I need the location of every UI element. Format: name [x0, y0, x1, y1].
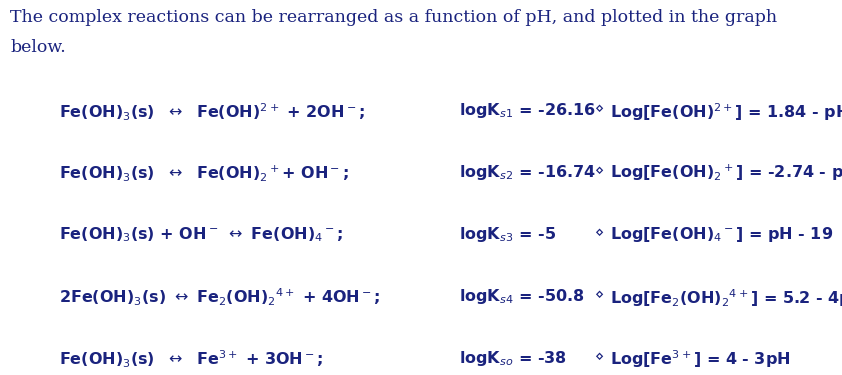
- Text: logK$_{s2}$ = -16.74: logK$_{s2}$ = -16.74: [459, 163, 596, 182]
- Text: below.: below.: [10, 39, 66, 56]
- Text: logK$_{s3}$ = -5: logK$_{s3}$ = -5: [459, 225, 556, 244]
- Text: logK$_{s1}$ = -26.16: logK$_{s1}$ = -26.16: [459, 101, 596, 120]
- Text: Fe(OH)$_3$(s)  $\leftrightarrow$  Fe(OH)$_2$$^+$+ OH$^-$;: Fe(OH)$_3$(s) $\leftrightarrow$ Fe(OH)$_…: [59, 163, 349, 183]
- Text: Log[Fe(OH)$_4$$^-$] = pH - 19: Log[Fe(OH)$_4$$^-$] = pH - 19: [610, 225, 834, 244]
- Text: $\diamond$: $\diamond$: [594, 163, 604, 178]
- Text: Log[Fe$^{3+}$] = 4 - 3pH: Log[Fe$^{3+}$] = 4 - 3pH: [610, 349, 791, 370]
- Text: logK$_{s4}$ = -50.8: logK$_{s4}$ = -50.8: [459, 287, 584, 306]
- Text: 2Fe(OH)$_3$(s) $\leftrightarrow$ Fe$_2$(OH)$_2$$^{4+}$ + 4OH$^-$;: 2Fe(OH)$_3$(s) $\leftrightarrow$ Fe$_2$(…: [59, 287, 380, 308]
- Text: Log[Fe(OH)$_2$$^+$] = -2.74 - pH: Log[Fe(OH)$_2$$^+$] = -2.74 - pH: [610, 163, 842, 183]
- Text: Fe(OH)$_3$(s)  $\leftrightarrow$  Fe(OH)$^{2+}$ + 2OH$^-$;: Fe(OH)$_3$(s) $\leftrightarrow$ Fe(OH)$^…: [59, 101, 365, 123]
- Text: $\diamond$: $\diamond$: [594, 349, 604, 364]
- Text: The complex reactions can be rearranged as a function of pH, and plotted in the : The complex reactions can be rearranged …: [10, 9, 777, 26]
- Text: $\diamond$: $\diamond$: [594, 225, 604, 240]
- Text: Fe(OH)$_3$(s)  $\leftrightarrow$  Fe$^{3+}$ + 3OH$^-$;: Fe(OH)$_3$(s) $\leftrightarrow$ Fe$^{3+}…: [59, 349, 323, 370]
- Text: Fe(OH)$_3$(s) + OH$^-$ $\leftrightarrow$ Fe(OH)$_4$$^-$;: Fe(OH)$_3$(s) + OH$^-$ $\leftrightarrow$…: [59, 225, 343, 244]
- Text: Log[Fe(OH)$^{2+}$] = 1.84 - pH: Log[Fe(OH)$^{2+}$] = 1.84 - pH: [610, 101, 842, 123]
- Text: logK$_{so}$ = -38: logK$_{so}$ = -38: [459, 349, 567, 368]
- Text: $\diamond$: $\diamond$: [594, 287, 604, 302]
- Text: $\diamond$: $\diamond$: [594, 101, 604, 116]
- Text: Log[Fe$_2$(OH)$_2$$^{4+}$] = 5.2 - 4pH: Log[Fe$_2$(OH)$_2$$^{4+}$] = 5.2 - 4pH: [610, 287, 842, 309]
